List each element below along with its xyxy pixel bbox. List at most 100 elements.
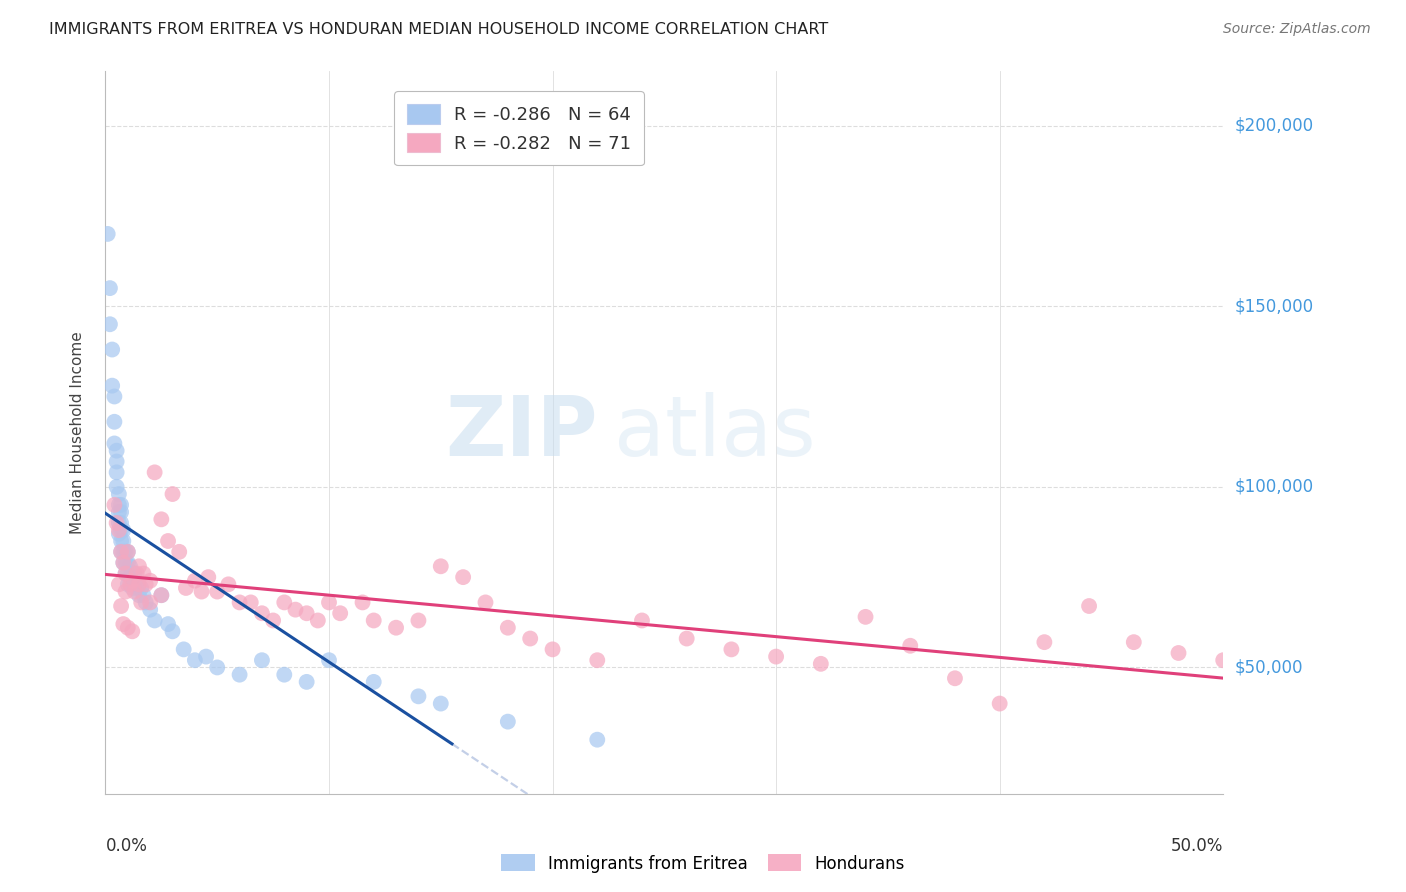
Point	[162, 624, 184, 639]
Point	[110, 599, 132, 613]
Point	[262, 614, 284, 628]
Point	[430, 697, 453, 711]
Point	[121, 624, 143, 639]
Point	[105, 466, 128, 480]
Point	[125, 566, 148, 581]
Point	[135, 595, 157, 609]
Point	[408, 690, 430, 704]
Point	[98, 317, 121, 331]
Point	[112, 617, 135, 632]
Point	[352, 595, 374, 609]
Point	[295, 674, 318, 689]
Point	[108, 505, 131, 519]
Point	[97, 227, 120, 241]
Point	[541, 642, 564, 657]
Point	[124, 584, 146, 599]
Point	[184, 574, 207, 588]
Point	[451, 570, 474, 584]
Point	[112, 533, 135, 548]
Point	[250, 607, 273, 621]
Point	[114, 566, 136, 581]
Point	[239, 595, 262, 609]
Point	[101, 378, 124, 392]
Point	[408, 614, 430, 628]
Point	[631, 614, 654, 628]
Point	[898, 639, 921, 653]
Point	[108, 516, 131, 530]
Point	[132, 588, 155, 602]
Point	[157, 533, 180, 548]
Point	[810, 657, 832, 671]
Point	[110, 498, 132, 512]
Point	[124, 566, 146, 581]
Point	[110, 523, 132, 537]
Point	[586, 653, 609, 667]
Point	[105, 516, 128, 530]
Point	[124, 577, 146, 591]
Point	[496, 621, 519, 635]
Point	[318, 653, 340, 667]
Point	[112, 556, 135, 570]
Point	[184, 653, 207, 667]
Legend: Immigrants from Eritrea, Hondurans: Immigrants from Eritrea, Hondurans	[495, 847, 911, 880]
Point	[108, 577, 131, 591]
Point	[675, 632, 697, 646]
Point	[329, 607, 352, 621]
Point	[117, 545, 139, 559]
Point	[167, 545, 190, 559]
Point	[318, 595, 340, 609]
Point	[143, 466, 166, 480]
Point	[430, 559, 453, 574]
Text: $50,000: $50,000	[1234, 658, 1303, 676]
Text: IMMIGRANTS FROM ERITREA VS HONDURAN MEDIAN HOUSEHOLD INCOME CORRELATION CHART: IMMIGRANTS FROM ERITREA VS HONDURAN MEDI…	[49, 22, 828, 37]
Point	[273, 595, 295, 609]
Point	[117, 621, 139, 635]
Point	[98, 281, 121, 295]
Point	[474, 595, 496, 609]
Point	[103, 498, 125, 512]
Point	[121, 581, 143, 595]
Point	[150, 588, 173, 602]
Point	[157, 617, 180, 632]
Point	[1167, 646, 1189, 660]
Point	[307, 614, 329, 628]
Point	[112, 545, 135, 559]
Point	[586, 732, 609, 747]
Point	[162, 487, 184, 501]
Point	[205, 660, 228, 674]
Point	[117, 577, 139, 591]
Point	[112, 556, 135, 570]
Point	[114, 556, 136, 570]
Point	[855, 610, 877, 624]
Point	[1212, 653, 1234, 667]
Point	[103, 436, 125, 450]
Point	[143, 614, 166, 628]
Point	[117, 566, 139, 581]
Point	[129, 581, 152, 595]
Point	[988, 697, 1011, 711]
Point	[117, 556, 139, 570]
Point	[132, 566, 155, 581]
Text: 50.0%: 50.0%	[1171, 838, 1223, 855]
Point	[105, 443, 128, 458]
Point	[1033, 635, 1056, 649]
Point	[125, 581, 148, 595]
Point	[121, 574, 143, 588]
Point	[190, 584, 212, 599]
Point	[150, 588, 173, 602]
Point	[943, 671, 966, 685]
Text: $150,000: $150,000	[1234, 297, 1313, 315]
Point	[108, 526, 131, 541]
Legend: R = -0.286   N = 64, R = -0.282   N = 71: R = -0.286 N = 64, R = -0.282 N = 71	[395, 91, 644, 165]
Point	[103, 389, 125, 403]
Point	[363, 674, 385, 689]
Point	[118, 570, 141, 584]
Point	[139, 595, 162, 609]
Point	[110, 545, 132, 559]
Point	[174, 581, 197, 595]
Point	[1122, 635, 1144, 649]
Point	[228, 667, 250, 681]
Point	[128, 588, 150, 602]
Point	[108, 498, 131, 512]
Point	[135, 577, 157, 591]
